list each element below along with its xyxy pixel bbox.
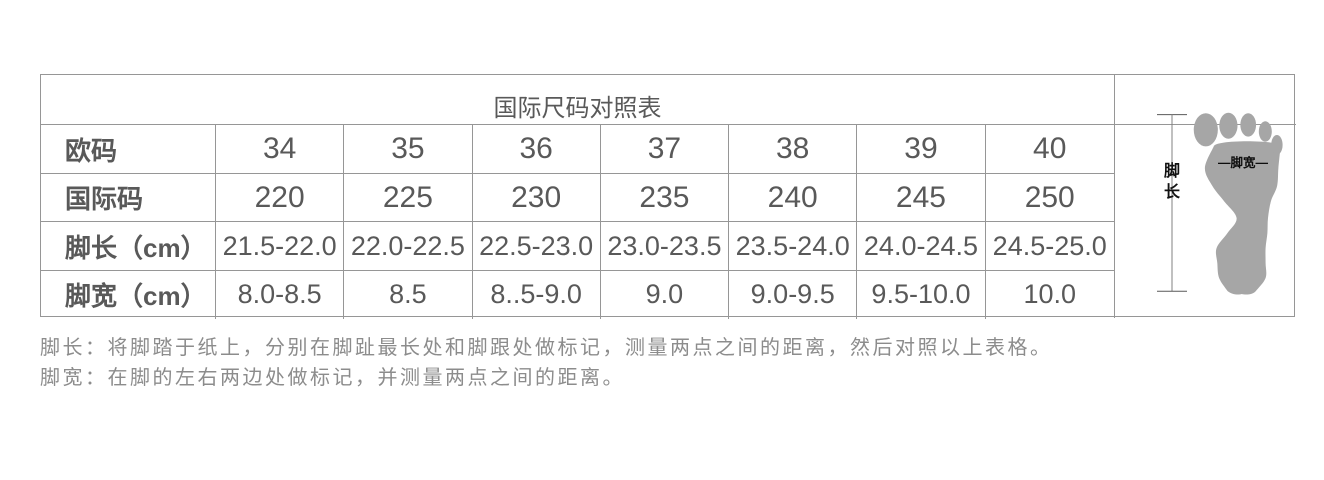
svg-text:脚: 脚 xyxy=(1164,162,1180,180)
svg-text:—脚宽—: —脚宽— xyxy=(1218,155,1269,170)
svg-text:长: 长 xyxy=(1164,182,1181,201)
